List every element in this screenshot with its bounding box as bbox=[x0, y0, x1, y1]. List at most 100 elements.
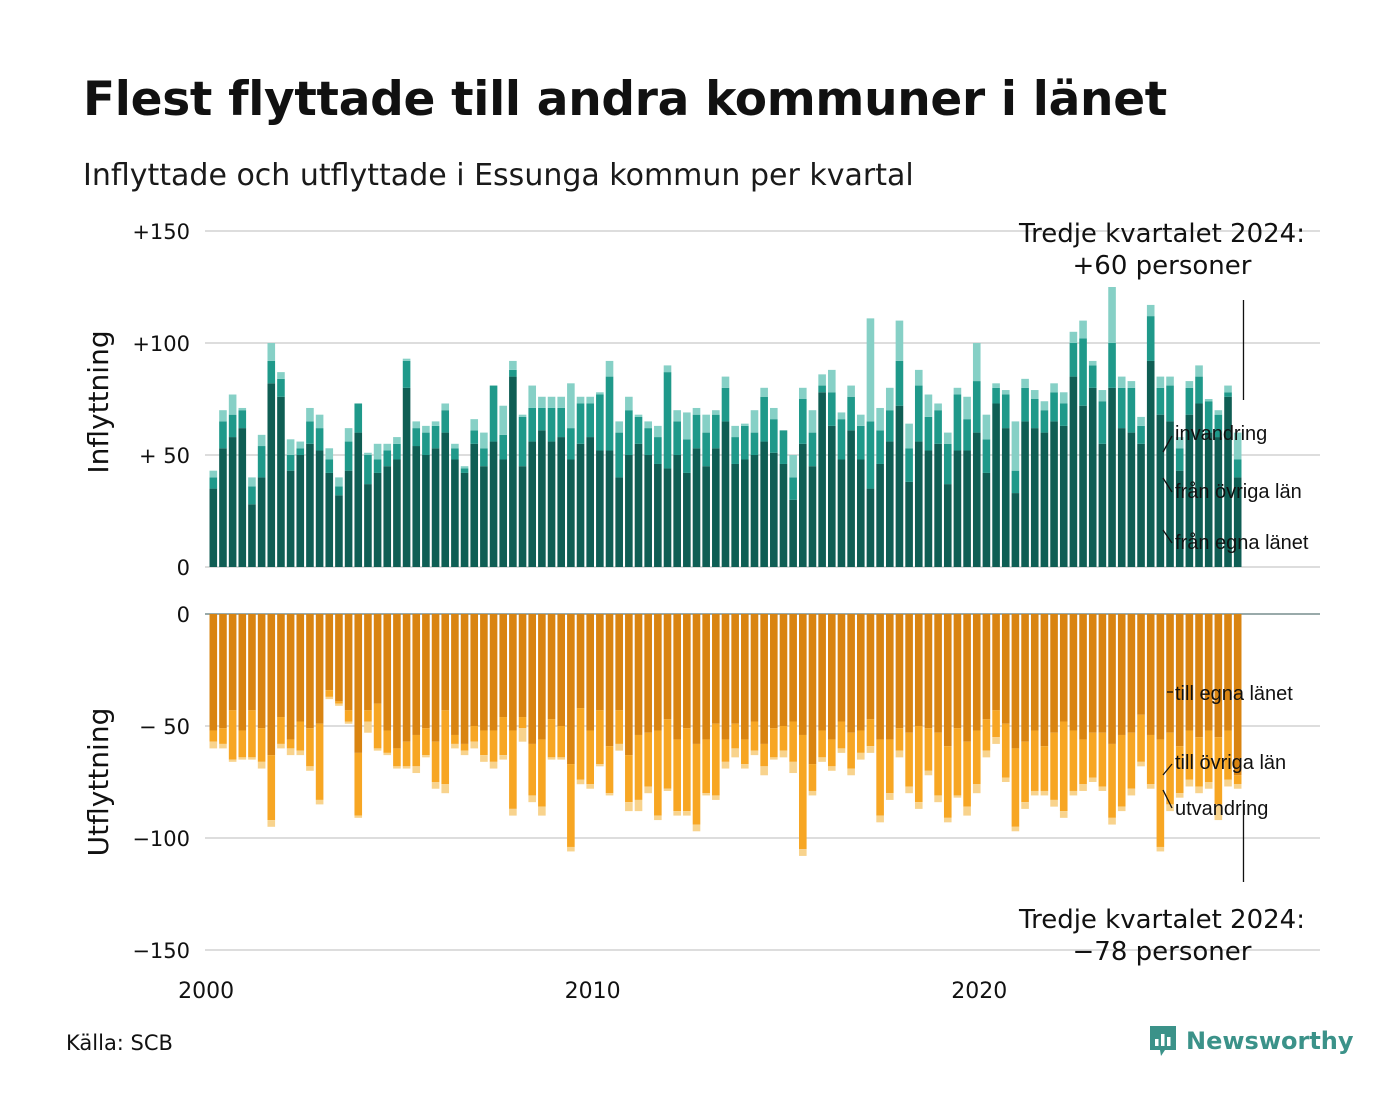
inflow-bar-segment bbox=[625, 455, 633, 567]
x-tick-label: 2020 bbox=[951, 979, 1007, 1004]
inflow-bar-segment bbox=[673, 421, 681, 455]
inflow-bar-segment bbox=[799, 443, 807, 567]
inflow-bar-segment bbox=[480, 448, 488, 467]
outflow-bar-segment bbox=[1030, 614, 1039, 731]
inflow-bar-segment bbox=[248, 486, 256, 505]
inflow-bar-segment bbox=[837, 412, 846, 420]
inflow-bar-segment bbox=[808, 466, 817, 567]
inflow-bar-segment bbox=[431, 421, 440, 426]
outflow-bar-segment bbox=[557, 757, 566, 760]
outflow-bar-segment bbox=[1204, 730, 1213, 782]
outflow-bar-segment bbox=[673, 614, 681, 740]
inflow-bar-segment bbox=[1137, 425, 1145, 444]
inflow-bar-segment bbox=[509, 369, 517, 377]
inflow-bar-segment bbox=[924, 394, 933, 417]
inflow-bar-segment bbox=[373, 472, 382, 567]
inflow-bar-segment bbox=[1146, 316, 1155, 361]
outflow-bar-segment bbox=[1214, 804, 1223, 821]
inflow-bar-segment bbox=[934, 403, 942, 411]
outflow-bar-segment bbox=[422, 755, 430, 758]
outflow-bar-segment bbox=[451, 614, 459, 735]
outflow-bar-segment bbox=[538, 614, 546, 740]
outflow-bar-segment bbox=[731, 614, 739, 724]
outflow-bar-segment bbox=[1098, 786, 1107, 791]
outflow-bar-segment bbox=[905, 732, 913, 787]
outflow-bar-segment bbox=[402, 766, 411, 769]
inflow-bar-segment bbox=[277, 378, 285, 397]
outflow-bar-segment bbox=[306, 766, 314, 771]
outflow-bar-segment bbox=[692, 614, 701, 744]
outflow-bar-segment bbox=[895, 614, 904, 729]
outflow-bar-segment bbox=[683, 728, 691, 812]
outflow-bar-segment bbox=[818, 614, 826, 731]
outflow-bar-segment bbox=[1079, 784, 1087, 791]
outflow-bar-segment bbox=[750, 750, 759, 756]
outflow-bar-segment bbox=[219, 743, 227, 749]
inflow-bar-segment bbox=[721, 376, 730, 388]
outflow-bar-segment bbox=[296, 614, 305, 722]
outflow-bar-segment bbox=[567, 764, 575, 847]
outflow-bar-segment bbox=[354, 815, 363, 818]
outflow-bar-segment bbox=[1146, 784, 1155, 789]
inflow-bar-segment bbox=[528, 407, 537, 442]
inflow-bar-segment bbox=[692, 414, 701, 449]
outflow-bar-segment bbox=[364, 721, 372, 733]
outflow-bar-segment bbox=[1021, 614, 1029, 742]
inflow-bar-segment bbox=[808, 410, 817, 433]
outflow-bar-segment bbox=[808, 614, 817, 765]
inflow-bar-segment bbox=[914, 385, 923, 442]
inflow-bar-segment bbox=[228, 394, 237, 415]
inflow-bar-segment bbox=[1224, 392, 1232, 397]
outflow-bar-segment bbox=[654, 815, 662, 821]
outflow-bar-segment bbox=[943, 746, 952, 818]
inflow-bar-segment bbox=[306, 443, 314, 567]
inflow-bar-segment bbox=[866, 488, 875, 567]
outflow-bar-segment bbox=[1108, 817, 1116, 825]
inflow-bar-segment bbox=[1127, 432, 1136, 567]
outflow-bar-segment bbox=[1050, 614, 1058, 733]
inflow-bar-segment bbox=[615, 477, 623, 567]
inflow-bar-segment bbox=[982, 472, 991, 567]
outflow-bar-segment bbox=[856, 752, 865, 760]
inflow-bar-segment bbox=[1166, 421, 1174, 567]
inflow-bar-segment bbox=[248, 477, 256, 487]
outflow-bar-segment bbox=[876, 614, 884, 740]
inflow-bar-segment bbox=[663, 365, 672, 373]
inflow-bar-segment bbox=[982, 439, 991, 473]
inflow-bar-segment bbox=[1050, 421, 1058, 567]
outflow-bar-segment bbox=[248, 614, 256, 711]
outflow-bar-segment bbox=[480, 614, 488, 731]
inflow-bar-segment bbox=[972, 432, 981, 567]
outflow-bar-segment bbox=[1040, 790, 1049, 796]
inflow-bar-segment bbox=[567, 428, 575, 460]
inflow-bar-segment bbox=[750, 455, 759, 567]
outflow-bar-segment bbox=[219, 728, 227, 744]
outflow-bar-segment bbox=[489, 730, 498, 762]
inflow-bar-segment bbox=[1059, 425, 1068, 567]
outflow-bar-segment bbox=[509, 614, 517, 731]
inflow-bar-segment bbox=[972, 343, 981, 382]
outflow-bar-segment bbox=[770, 614, 778, 729]
inflow-bar-segment bbox=[914, 369, 923, 386]
inflow-bar-segment bbox=[393, 459, 401, 567]
inflow-bar-segment bbox=[1233, 477, 1242, 567]
outflow-bar-segment bbox=[934, 795, 942, 803]
outflow-bar-segment bbox=[654, 614, 662, 731]
outflow-bar-segment bbox=[605, 793, 614, 796]
outflow-bar-segment bbox=[344, 721, 353, 724]
y-tick-label: +150 bbox=[132, 220, 190, 244]
inflow-bar-segment bbox=[692, 448, 701, 567]
outflow-bar-segment bbox=[470, 741, 479, 749]
inflow-bar-segment bbox=[538, 430, 546, 567]
outflow-bar-segment bbox=[1098, 614, 1107, 733]
inflow-bar-segment bbox=[402, 387, 411, 567]
inflow-bar-segment bbox=[538, 396, 546, 408]
inflow-bar-segment bbox=[837, 419, 846, 460]
inflow-bar-segment bbox=[876, 430, 884, 464]
outflow-bar-segment bbox=[1001, 614, 1010, 724]
outflow-bar-segment bbox=[373, 748, 382, 751]
outflow-bar-segment bbox=[364, 614, 372, 711]
inflow-bar-segment bbox=[451, 448, 459, 460]
outflow-bar-segment bbox=[1011, 614, 1020, 749]
outflow-bar-segment bbox=[412, 766, 421, 774]
